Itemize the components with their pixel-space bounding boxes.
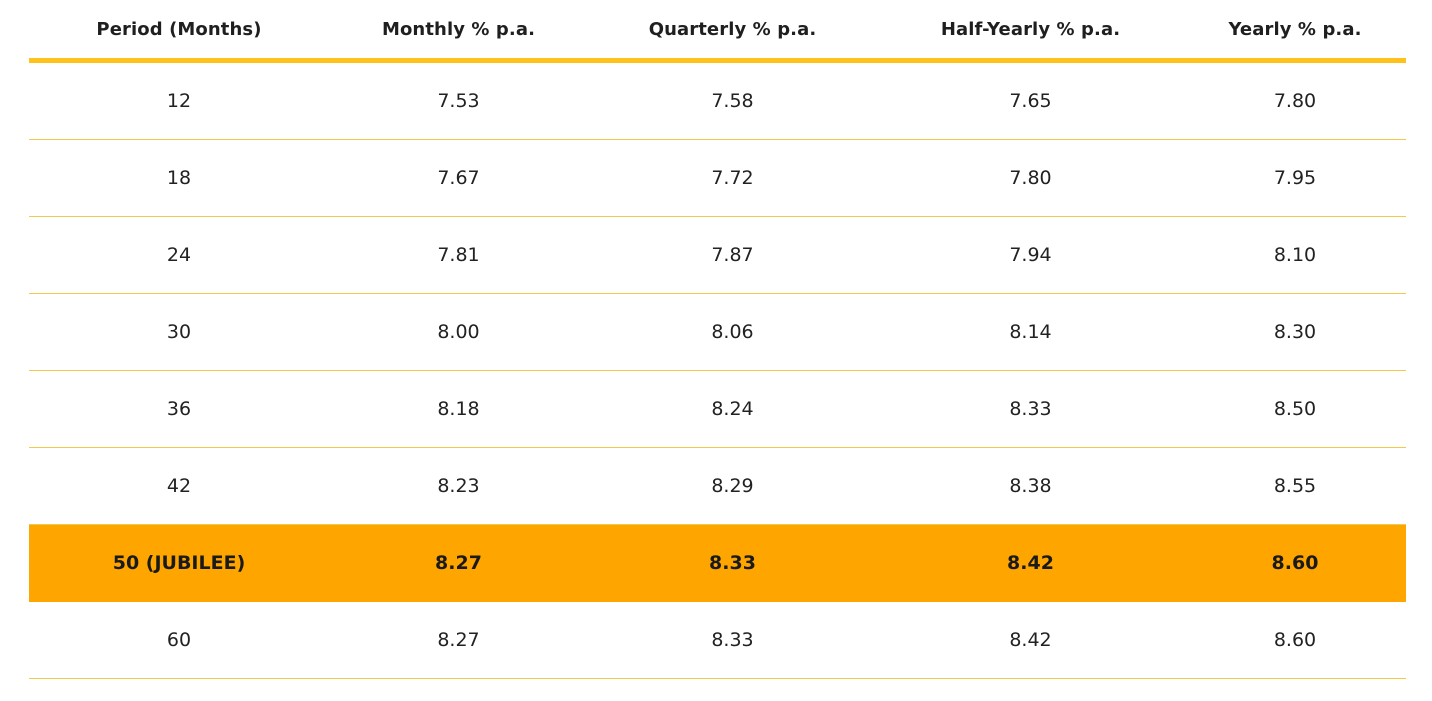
cell-half-yearly: 8.33 [877,370,1184,448]
cell-half-yearly: 8.42 [877,601,1184,679]
cell-half-yearly: 7.65 [877,60,1184,140]
cell-half-yearly: 7.80 [877,139,1184,217]
cell-period: 42 [29,447,329,525]
cell-yearly: 8.60 [1184,601,1406,679]
cell-period: 12 [29,60,329,140]
cell-monthly: 8.18 [329,370,588,448]
header-row: Period (Months) Monthly % p.a. Quarterly… [29,0,1406,63]
cell-period: 30 [29,293,329,371]
cell-yearly: 8.10 [1184,216,1406,294]
cell-monthly: 8.27 [329,601,588,679]
cell-quarterly: 8.33 [588,524,877,602]
cell-period: 36 [29,370,329,448]
cell-quarterly: 7.87 [588,216,877,294]
table-row: 60 8.27 8.33 8.42 8.60 [29,601,1406,679]
table-row: 24 7.81 7.87 7.94 8.10 [29,216,1406,294]
table-row: 18 7.67 7.72 7.80 7.95 [29,139,1406,217]
cell-quarterly: 8.24 [588,370,877,448]
cell-half-yearly: 7.94 [877,216,1184,294]
table-row: 12 7.53 7.58 7.65 7.80 [29,60,1406,140]
header-half-yearly: Half-Yearly % p.a. [877,0,1184,63]
table-row: 30 8.00 8.06 8.14 8.30 [29,293,1406,371]
cell-yearly: 8.55 [1184,447,1406,525]
cell-quarterly: 8.33 [588,601,877,679]
cell-period: 24 [29,216,329,294]
cell-half-yearly: 8.38 [877,447,1184,525]
cell-period: 50 (JUBILEE) [29,524,329,602]
cell-monthly: 7.53 [329,60,588,140]
cell-yearly: 8.50 [1184,370,1406,448]
table-row: 36 8.18 8.24 8.33 8.50 [29,370,1406,448]
cell-quarterly: 8.06 [588,293,877,371]
cell-monthly: 7.67 [329,139,588,217]
cell-quarterly: 7.72 [588,139,877,217]
cell-yearly: 7.80 [1184,60,1406,140]
cell-monthly: 8.00 [329,293,588,371]
cell-yearly: 7.95 [1184,139,1406,217]
cell-yearly: 8.30 [1184,293,1406,371]
table-body: 12 7.53 7.58 7.65 7.80 18 7.67 7.72 7.80 7.95 24 7.… [29,60,1406,679]
cell-monthly: 8.27 [329,524,588,602]
header-period: Period (Months) [29,0,329,63]
cell-yearly: 8.60 [1184,524,1406,602]
header-quarterly: Quarterly % p.a. [588,0,877,63]
table-row: 42 8.23 8.29 8.38 8.55 [29,447,1406,525]
cell-monthly: 7.81 [329,216,588,294]
cell-half-yearly: 8.42 [877,524,1184,602]
header-monthly: Monthly % p.a. [329,0,588,63]
cell-period: 60 [29,601,329,679]
cell-quarterly: 7.58 [588,60,877,140]
cell-monthly: 8.23 [329,447,588,525]
interest-rate-table: Period (Months) Monthly % p.a. Quarterly… [29,0,1406,679]
cell-half-yearly: 8.14 [877,293,1184,371]
table-header: Period (Months) Monthly % p.a. Quarterly… [29,0,1406,63]
cell-period: 18 [29,139,329,217]
header-yearly: Yearly % p.a. [1184,0,1406,63]
cell-quarterly: 8.29 [588,447,877,525]
table-row-highlighted: 50 (JUBILEE) 8.27 8.33 8.42 8.60 [29,524,1406,602]
